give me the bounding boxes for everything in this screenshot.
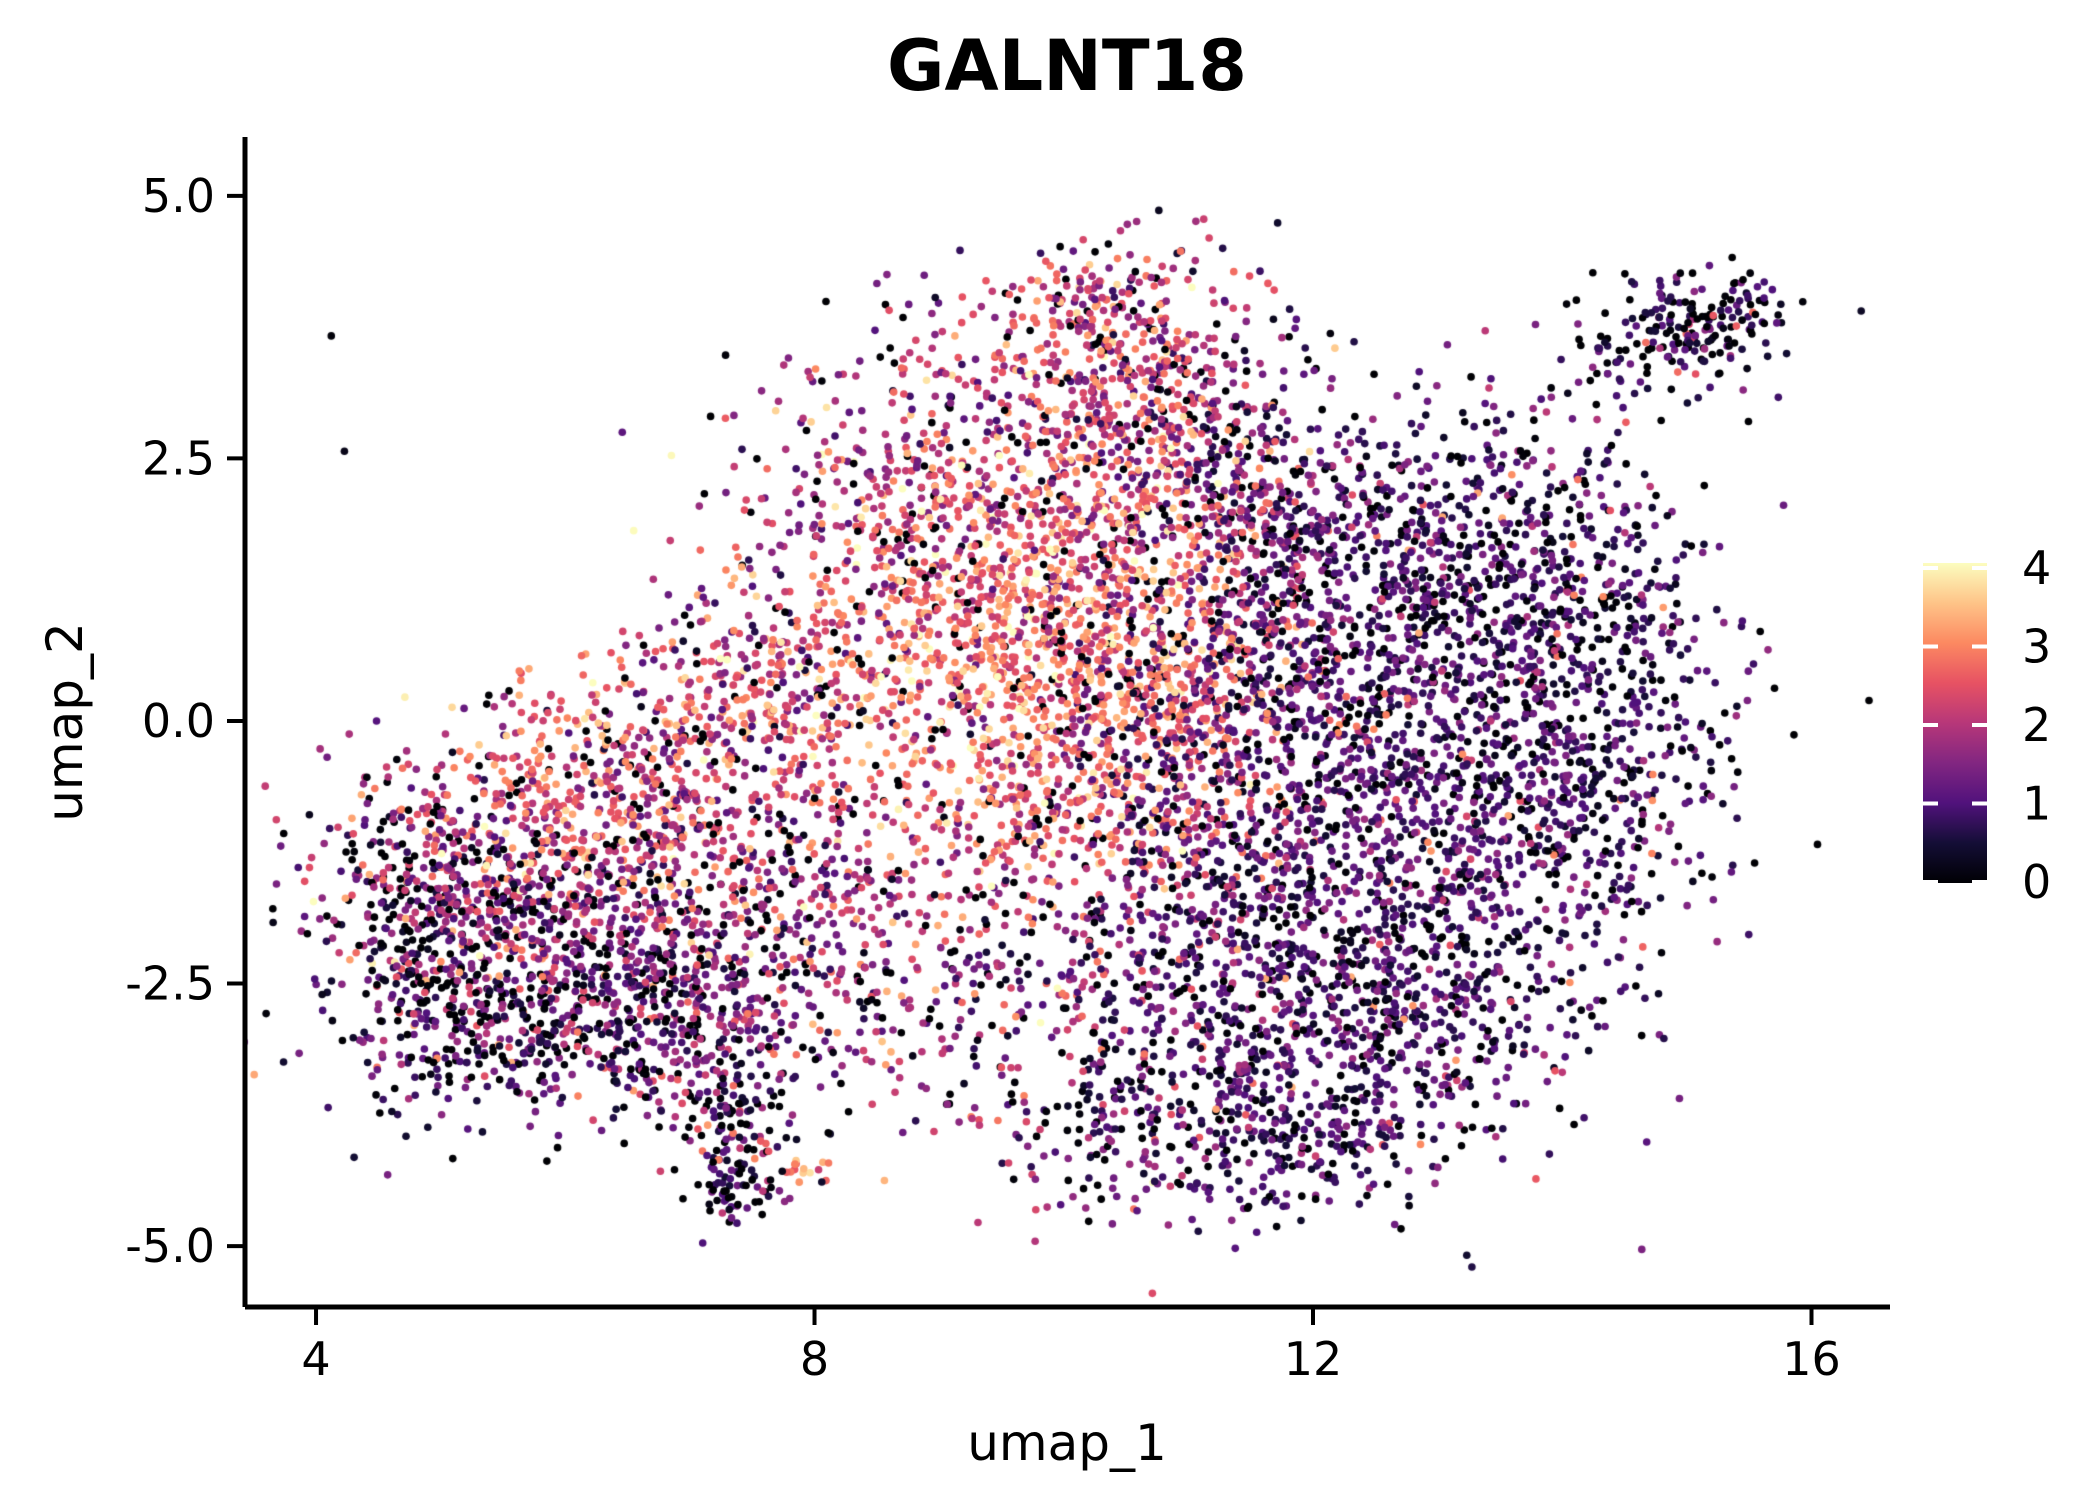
scatter-points-canvas xyxy=(0,0,2100,1500)
umap-featureplot-figure: 4 8 12 16 5.0 2.5 0.0 -2.5 -5.0 GALNT18 umap_1 u… xyxy=(0,0,2100,1500)
